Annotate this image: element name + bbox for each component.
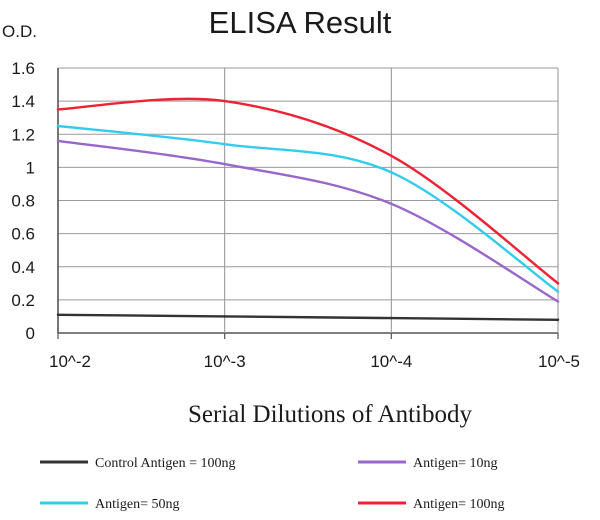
axis-ticks: 0 0.2 0.4 0.6 0.8 1 1.2 1.4 1.6 10^-2 10^-3 10^-4 10… [11, 59, 580, 371]
data-point [556, 318, 560, 321]
data-point [56, 313, 60, 316]
legend-label: Antigen= 100ng [413, 497, 505, 512]
series-line-4 [56, 97, 560, 285]
series-line-3 [56, 124, 560, 293]
y-tick-label: 1.6 [11, 59, 35, 78]
data-point [56, 108, 60, 111]
data-point [56, 139, 60, 143]
x-axis-label: Serial Dilutions of Antibody [188, 401, 473, 428]
legend: Control Antigen = 100ng Antigen= 10ng Anti… [40, 456, 505, 512]
x-tick-label: 10^-2 [49, 352, 91, 371]
x-tick-label: 10^-5 [538, 352, 580, 371]
y-tick-label: 0.6 [11, 225, 35, 244]
data-point [390, 171, 393, 174]
x-tick-label: 10^-3 [204, 352, 246, 371]
data-point [556, 282, 560, 285]
y-tick-label: 0.2 [11, 291, 35, 310]
legend-label: Antigen= 10ng [413, 456, 498, 471]
y-tick-label: 0 [26, 324, 35, 343]
data-point [390, 202, 393, 206]
legend-label: Control Antigen = 100ng [95, 456, 236, 471]
legend-label: Antigen= 50ng [95, 497, 180, 512]
grid-lines [57, 67, 559, 339]
data-point [56, 124, 60, 128]
data-point [556, 300, 560, 303]
data-point [223, 142, 226, 146]
data-point [390, 154, 393, 157]
data-point [223, 162, 226, 166]
y-tick-label: 1.2 [11, 125, 35, 144]
data-point [390, 316, 393, 320]
series-line-2 [56, 139, 560, 303]
series-line-1 [56, 313, 560, 321]
y-axis-label: O.D. [2, 22, 37, 41]
y-tick-label: 0.8 [11, 192, 35, 211]
data-point [223, 99, 226, 103]
y-tick-label: 1 [26, 158, 35, 177]
chart-title: ELISA Result [209, 5, 392, 40]
x-tick-label: 10^-4 [370, 352, 412, 371]
y-tick-label: 0.4 [11, 258, 35, 277]
data-point [556, 290, 560, 293]
series-lines [56, 97, 560, 321]
data-point [223, 315, 226, 318]
y-tick-label: 1.4 [11, 92, 35, 111]
